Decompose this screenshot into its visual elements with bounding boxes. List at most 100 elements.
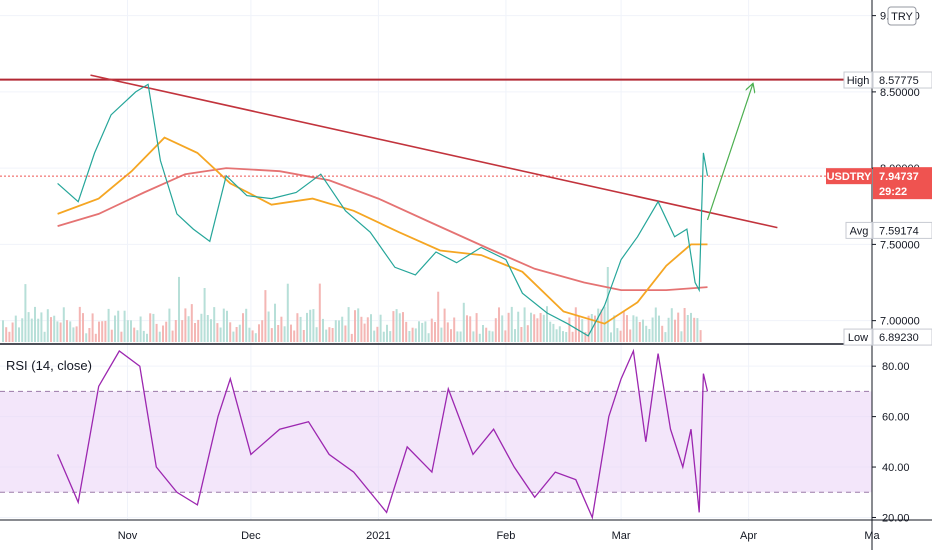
y-tick-label: 8.50000 (880, 87, 920, 99)
volume-bar (360, 316, 363, 342)
volume-bar (40, 312, 43, 342)
rsi-tick-label: 60.00 (882, 412, 910, 424)
volume-bar (526, 325, 529, 342)
volume-bar (184, 308, 187, 342)
volume-bar (334, 320, 337, 342)
volume-bar (549, 321, 552, 342)
volume-bar (389, 331, 392, 342)
volume-bar (552, 323, 555, 342)
volume-bar (37, 318, 40, 342)
volume-bar (66, 320, 68, 342)
volume-bar (341, 316, 344, 342)
volume-bar (670, 308, 673, 342)
volume-bar (216, 323, 219, 342)
volume-bar (11, 322, 14, 342)
rsi-title[interactable]: RSI (14, close) (6, 358, 92, 373)
volume-bar (517, 311, 520, 342)
volume-bar (414, 328, 417, 342)
x-tick-label: Apr (740, 530, 757, 542)
volume-bar (453, 317, 456, 342)
trendline[interactable] (90, 74, 778, 229)
volume-bar (651, 317, 654, 342)
symbol-label: USDTRY (827, 171, 872, 183)
volume-bar (629, 329, 632, 342)
volume-bar (331, 328, 334, 342)
volume-bar (171, 330, 174, 342)
volume-bar (85, 333, 88, 342)
volume-bar (574, 307, 577, 342)
volume-bar (133, 327, 136, 342)
volume-bar (283, 326, 286, 342)
volume-bar (200, 313, 203, 342)
volume-bar (302, 330, 305, 342)
volume-bar (126, 320, 129, 342)
volume-bar (654, 307, 657, 342)
volume-bar (446, 322, 449, 342)
volume-bar (616, 328, 619, 342)
volume-bar (619, 330, 622, 342)
volume-bar (366, 317, 369, 342)
volume-bar (181, 320, 184, 342)
low-price-tag (872, 328, 932, 346)
volume-bar (277, 325, 280, 342)
rsi-axis[interactable]: 80.00 60.00 40.00 20.00 (872, 361, 910, 524)
volume-bar (136, 330, 139, 342)
volume-bar (696, 318, 699, 342)
volume-bar (5, 327, 8, 342)
volume-bar (405, 321, 408, 342)
volume-bar (418, 321, 420, 342)
volume-bar (251, 330, 254, 342)
symbol-label-box (826, 168, 872, 185)
volume-bar (43, 331, 46, 342)
volume-bar (421, 322, 424, 342)
time-axis[interactable]: Nov Dec 2021 Feb Mar Apr Ma (118, 530, 881, 542)
volume-bar (642, 319, 644, 342)
x-tick-label: Feb (496, 530, 515, 542)
volume-bar (242, 313, 244, 342)
volume-bar (187, 316, 190, 342)
volume-bar (699, 330, 702, 342)
volume-bar (222, 308, 225, 342)
volume-bar (594, 315, 596, 342)
volume-bar (571, 331, 574, 342)
volume-bar (626, 315, 628, 342)
volume-bar (146, 333, 148, 342)
rsi-band (0, 391, 872, 493)
volume-bar (501, 315, 504, 342)
volume-bar (494, 318, 497, 342)
currency-badge-box (887, 6, 917, 26)
volume-bar (680, 331, 683, 342)
volume-bar (75, 326, 78, 342)
volume-bar (398, 313, 401, 342)
currency-badge[interactable]: TRY (887, 6, 917, 26)
volume-bar (363, 323, 366, 342)
volume-bar (427, 333, 430, 342)
volume-bar (219, 327, 222, 342)
volume-bar (142, 330, 145, 342)
rsi-line (57, 348, 709, 520)
volume-bar (354, 310, 356, 342)
volume-bar (162, 325, 164, 342)
volume-bar (149, 313, 152, 342)
volume-bar (622, 311, 625, 342)
volume-bar (264, 290, 267, 342)
low-label-box (843, 328, 873, 346)
volume-bar (373, 330, 376, 342)
volume-bar (98, 321, 100, 342)
rsi-tick-label: 80.00 (882, 361, 910, 373)
volume-bar (674, 319, 676, 342)
projection-arrow[interactable] (706, 84, 752, 221)
volume-bar (357, 308, 360, 342)
volume-bar (686, 315, 689, 342)
volume-bar (472, 331, 475, 342)
volume-bar (296, 313, 299, 342)
volume-bar (632, 315, 635, 342)
volume-bar (498, 307, 500, 342)
volume-bar (107, 308, 110, 342)
volume-bar (91, 313, 94, 342)
volume-bar (408, 331, 411, 342)
volume-bar (469, 316, 472, 342)
volume-bar (558, 326, 561, 342)
volume-bar (523, 307, 526, 342)
